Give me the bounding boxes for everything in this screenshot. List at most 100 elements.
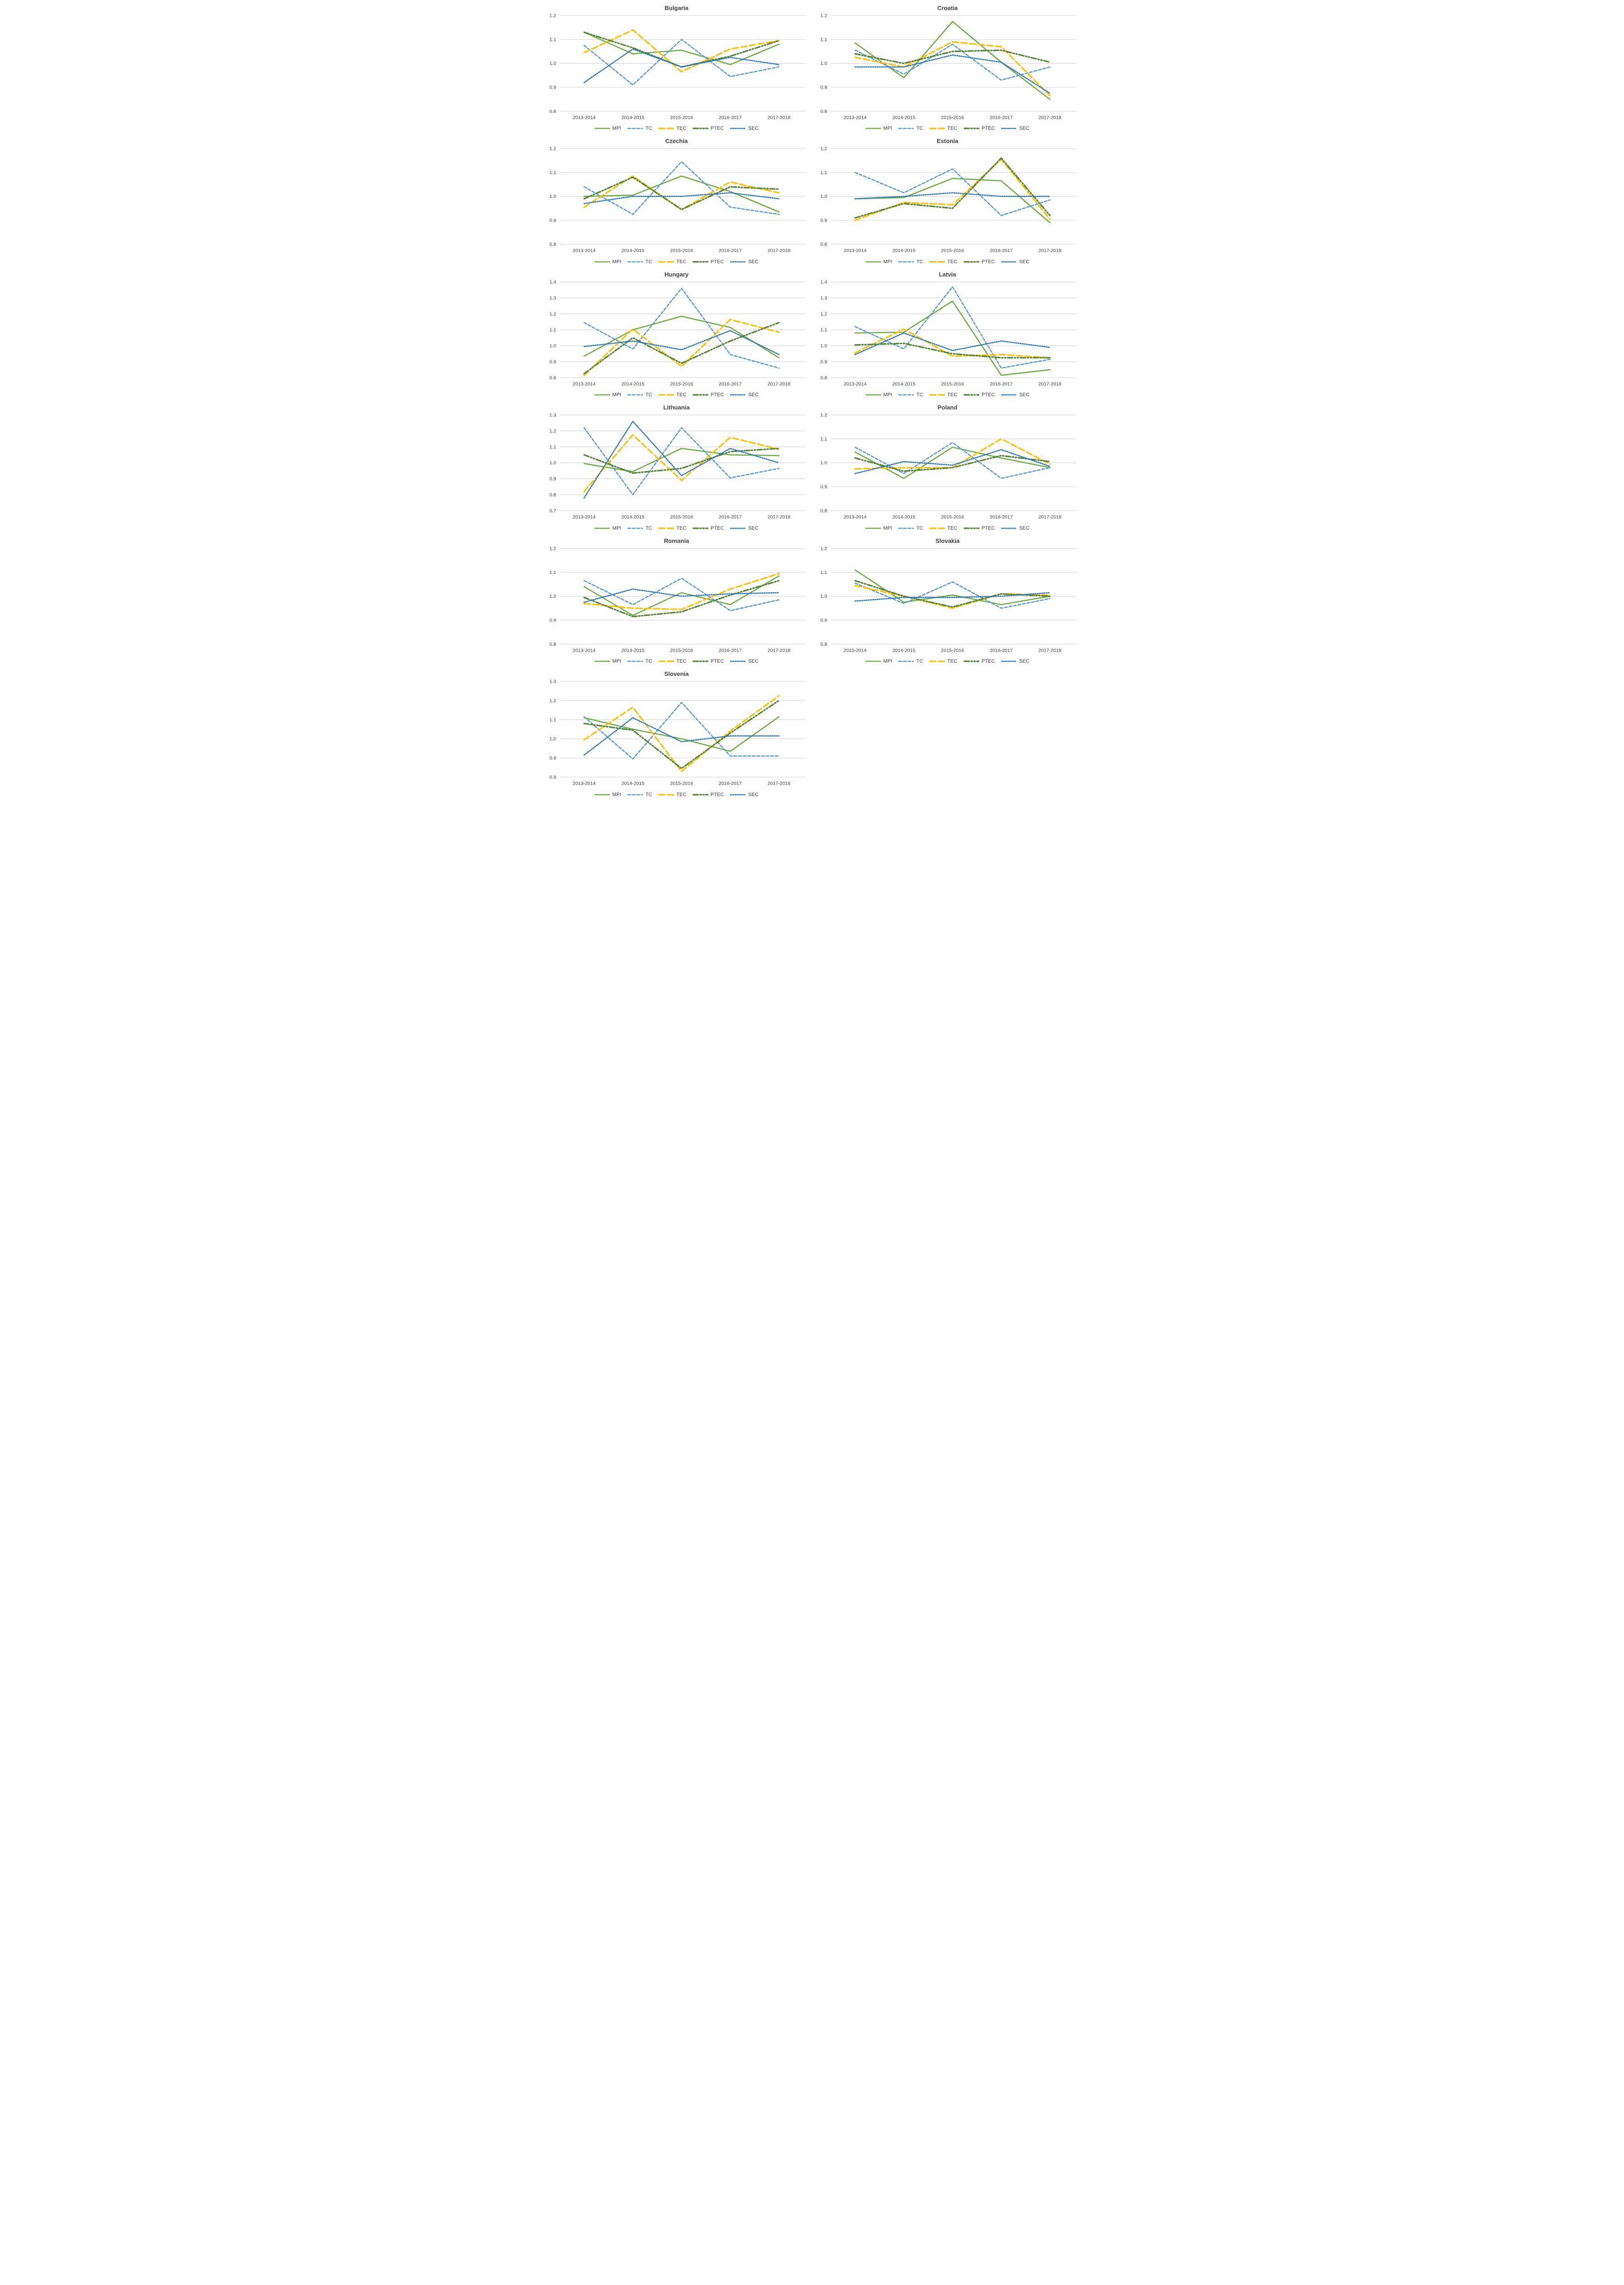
- legend-item-PTEC: PTEC: [693, 126, 724, 131]
- legend-label-SEC: SEC: [1019, 392, 1030, 398]
- legend-item-PTEC: PTEC: [693, 659, 724, 664]
- legend-label-TEC: TEC: [947, 659, 958, 664]
- legend-item-SEC: SEC: [730, 126, 759, 131]
- chart-plot-slovakia: 0.8 0.9 1.0 1.1 1.2 2013-2014 2014-2015 2015-20…: [820, 546, 1076, 653]
- legend-item-TC: TC: [898, 259, 923, 265]
- x-tick-label: 2015-2016: [941, 381, 964, 387]
- chart-card-slovakia: Slovakia 0.8 0.9 1.0 1.1 1.2 2013-2014 2014-201…: [812, 535, 1083, 664]
- series-line-PTEC: [583, 579, 780, 617]
- legend-label-TC: TC: [916, 392, 923, 398]
- y-tick-label: 1.0: [549, 594, 556, 599]
- legend-label-TEC: TEC: [676, 792, 687, 797]
- x-tick-label: 2015-2016: [670, 781, 693, 786]
- legend-marker-MPI: [594, 261, 610, 263]
- chart-plot-estonia: 0.8 0.9 1.0 1.1 1.2 2013-2014 2014-2015 2015-20…: [820, 146, 1076, 254]
- legend-marker-PTEC: [693, 660, 709, 662]
- legend-item-TEC: TEC: [929, 259, 957, 265]
- x-tick-label: 2017-2018: [1039, 515, 1061, 520]
- chart-title: Slovakia: [935, 537, 960, 544]
- legend-label-PTEC: PTEC: [982, 259, 995, 265]
- legend-item-MPI: MPI: [865, 392, 892, 398]
- legend-item-TEC: TEC: [658, 126, 686, 131]
- figure-page: Bulgaria 0.8 0.9 1.0 1.1 1.2 2013-2014 2014-201…: [541, 0, 1083, 807]
- x-tick-label: 2016-2017: [719, 648, 742, 653]
- legend-marker-TC: [898, 261, 914, 263]
- series-line-PTEC: [854, 342, 1051, 359]
- series-line-TC: [584, 161, 780, 215]
- legend-marker-SEC: [730, 794, 746, 795]
- legend-item-TC: TC: [898, 526, 923, 531]
- legend: MPI TC TEC PTEC SEC: [812, 526, 1083, 531]
- x-tick-label: 2013-2014: [573, 115, 595, 120]
- legend-marker-SEC: [730, 660, 746, 662]
- gridlines: 0.8 0.9 1.0 1.1 1.2: [549, 546, 805, 647]
- legend-item-TC: TC: [898, 659, 923, 664]
- chart-card-croatia: Croatia 0.8 0.9 1.0 1.1 1.2 2013-2014 2014-2015…: [812, 3, 1083, 132]
- series-line-SEC: [854, 332, 1051, 355]
- legend-label-TC: TC: [916, 259, 923, 265]
- legend-marker-MPI: [865, 527, 881, 529]
- y-tick-label: 0.9: [820, 85, 827, 90]
- series-line-SEC: [584, 717, 780, 756]
- series-line-PTEC: [583, 700, 780, 770]
- legend-marker-SEC: [730, 261, 746, 263]
- x-tick-label: 2017-2018: [768, 115, 791, 120]
- series-line-TC: [584, 701, 780, 760]
- legend-label-TEC: TEC: [676, 525, 687, 531]
- legend-label-SEC: SEC: [748, 126, 759, 132]
- legend-item-TEC: TEC: [929, 659, 957, 664]
- chart-card-romania: Romania 0.8 0.9 1.0 1.1 1.2 2013-2014 2014-2015…: [541, 535, 812, 664]
- x-tick-label: 2013-2014: [573, 648, 595, 653]
- series-line-MPI: [584, 32, 780, 65]
- legend-item-SEC: SEC: [730, 792, 759, 797]
- x-tick-label: 2017-2018: [768, 515, 791, 520]
- y-tick-label: 1.1: [820, 570, 827, 575]
- y-tick-label: 1.1: [549, 327, 556, 333]
- legend-item-SEC: SEC: [1001, 259, 1030, 265]
- legend-item-TC: TC: [627, 126, 652, 131]
- x-tick-label: 2014-2015: [621, 248, 644, 254]
- series-line-MPI: [584, 575, 780, 616]
- legend-item-PTEC: PTEC: [964, 392, 995, 398]
- series-line-MPI: [854, 300, 1051, 376]
- legend-label-TEC: TEC: [676, 259, 687, 265]
- chart-plot-poland: 0.8 0.9 1.0 1.1 1.2 2013-2014 2014-2015 2015-20…: [820, 413, 1076, 520]
- legend-marker-PTEC: [964, 394, 980, 396]
- legend-item-MPI: MPI: [865, 526, 892, 531]
- series-line-TEC: [854, 438, 1051, 470]
- series-line-MPI: [854, 446, 1051, 479]
- legend-item-TC: TC: [627, 259, 652, 265]
- x-tick-label: 2016-2017: [990, 648, 1013, 653]
- x-tick-label: 2017-2018: [768, 381, 791, 387]
- legend-marker-PTEC: [693, 527, 709, 529]
- chart-card-poland: Poland 0.8 0.9 1.0 1.1 1.2 2013-2014 2014-2015 2…: [812, 402, 1083, 531]
- legend-marker-MPI: [865, 261, 881, 263]
- y-tick-label: 0.9: [549, 359, 556, 365]
- chart-title: Latvia: [939, 271, 956, 278]
- legend-marker-MPI: [865, 394, 881, 396]
- legend: MPI TC TEC PTEC SEC: [812, 126, 1083, 131]
- legend-label-PTEC: PTEC: [982, 126, 995, 132]
- legend-label-MPI: MPI: [883, 525, 892, 531]
- series-line-MPI: [854, 21, 1051, 100]
- y-tick-label: 0.8: [549, 492, 556, 498]
- y-tick-label: 1.2: [549, 13, 556, 19]
- x-tick-label: 2013-2014: [844, 648, 866, 653]
- y-tick-label: 1.1: [820, 37, 827, 43]
- legend-marker-TC: [627, 660, 643, 662]
- x-tick-label: 2013-2014: [844, 248, 866, 254]
- y-tick-label: 1.1: [549, 717, 556, 723]
- legend-label-PTEC: PTEC: [711, 792, 724, 797]
- y-tick-label: 1.1: [549, 170, 556, 175]
- series-line-PTEC: [854, 455, 1051, 472]
- x-tick-label: 2016-2017: [990, 248, 1013, 254]
- series-line-MPI: [584, 716, 780, 752]
- y-tick-label: 1.1: [549, 37, 556, 43]
- legend-item-PTEC: PTEC: [693, 526, 724, 531]
- y-tick-label: 1.1: [820, 327, 827, 333]
- legend-item-PTEC: PTEC: [693, 259, 724, 265]
- y-tick-label: 1.0: [820, 343, 827, 349]
- legend-label-TEC: TEC: [947, 525, 958, 531]
- series-line-SEC: [584, 329, 780, 355]
- chart-title: Romania: [664, 537, 689, 544]
